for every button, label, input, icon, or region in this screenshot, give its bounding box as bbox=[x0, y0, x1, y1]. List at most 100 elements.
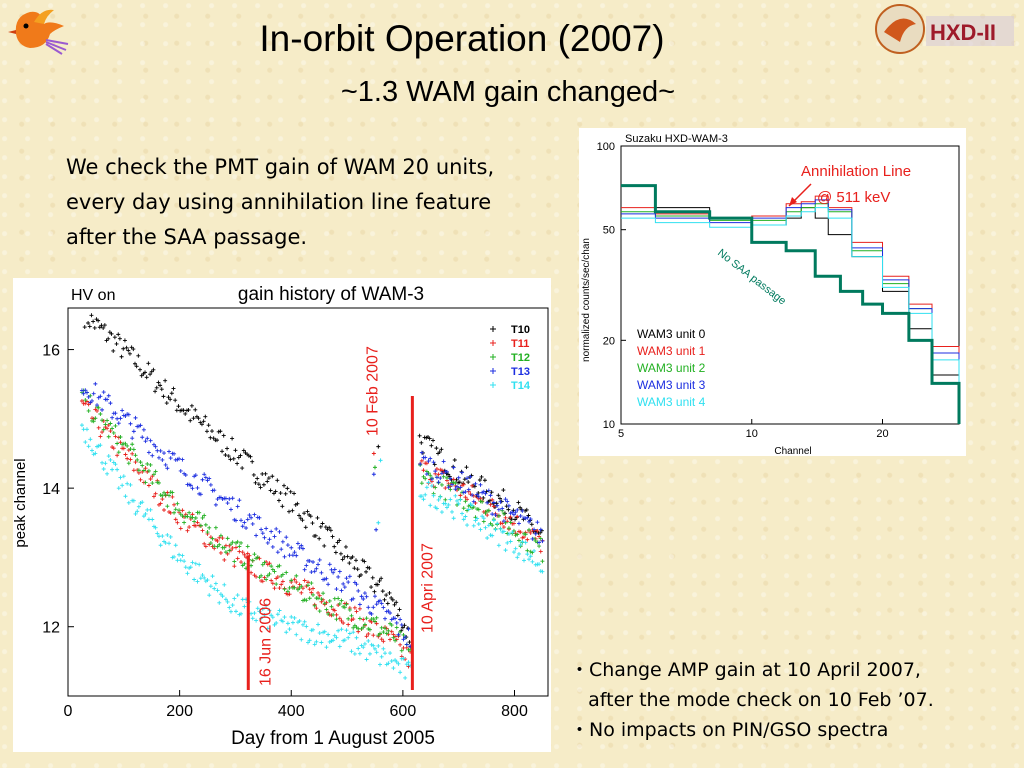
data-point bbox=[259, 573, 264, 578]
data-point bbox=[398, 629, 403, 634]
data-point bbox=[349, 613, 354, 618]
data-point bbox=[280, 619, 285, 624]
data-point bbox=[347, 607, 352, 612]
data-point bbox=[437, 450, 442, 455]
data-point bbox=[239, 611, 244, 616]
data-point bbox=[367, 651, 372, 656]
data-point bbox=[122, 338, 127, 343]
data-point bbox=[203, 544, 208, 549]
data-point bbox=[516, 500, 521, 505]
data-point bbox=[446, 502, 451, 507]
data-point bbox=[143, 439, 148, 444]
data-point bbox=[352, 605, 357, 610]
data-point bbox=[257, 609, 262, 614]
data-point bbox=[118, 434, 123, 439]
data-point bbox=[192, 519, 197, 524]
data-point bbox=[311, 627, 316, 632]
data-point bbox=[255, 476, 260, 481]
data-point bbox=[314, 606, 319, 611]
data-point bbox=[183, 565, 188, 570]
data-point bbox=[93, 451, 98, 456]
data-point bbox=[202, 513, 207, 518]
data-point bbox=[371, 617, 376, 621]
data-point bbox=[187, 510, 192, 515]
data-point bbox=[535, 520, 540, 525]
x-tick-label: 10 bbox=[746, 428, 758, 440]
data-point bbox=[486, 488, 491, 493]
data-point bbox=[115, 416, 120, 421]
data-point bbox=[378, 662, 382, 667]
data-point bbox=[195, 485, 200, 490]
data-point bbox=[498, 496, 502, 501]
data-point bbox=[307, 638, 312, 643]
data-point bbox=[500, 521, 505, 526]
data-point bbox=[538, 527, 543, 532]
data-point bbox=[518, 530, 523, 535]
data-point bbox=[190, 515, 195, 520]
data-point bbox=[103, 461, 108, 466]
data-point bbox=[138, 460, 143, 465]
data-point bbox=[256, 482, 261, 487]
data-point bbox=[346, 616, 351, 621]
data-point bbox=[361, 596, 366, 601]
data-point bbox=[105, 426, 110, 431]
data-point bbox=[396, 661, 401, 666]
data-point bbox=[439, 471, 444, 476]
data-point bbox=[208, 435, 213, 440]
x-tick-label: 5 bbox=[618, 428, 624, 440]
data-point bbox=[230, 496, 235, 501]
data-point bbox=[241, 448, 246, 453]
data-point bbox=[93, 416, 98, 421]
data-point bbox=[523, 540, 528, 545]
data-point bbox=[342, 605, 347, 610]
data-point bbox=[230, 436, 235, 441]
data-point bbox=[312, 642, 317, 647]
data-point bbox=[177, 508, 182, 513]
data-point bbox=[110, 467, 115, 472]
data-point bbox=[135, 457, 140, 462]
data-point bbox=[538, 549, 543, 554]
data-point bbox=[193, 523, 198, 528]
data-point bbox=[463, 499, 468, 504]
data-point bbox=[284, 570, 289, 575]
data-point bbox=[398, 617, 403, 622]
data-point bbox=[354, 635, 359, 640]
data-point bbox=[138, 367, 142, 372]
data-point bbox=[285, 589, 290, 594]
data-point bbox=[503, 548, 508, 553]
data-point bbox=[263, 471, 268, 476]
data-point bbox=[441, 474, 446, 479]
data-point bbox=[477, 477, 482, 482]
data-point bbox=[302, 511, 307, 516]
data-point bbox=[267, 571, 272, 576]
data-point bbox=[235, 504, 240, 509]
data-point bbox=[282, 554, 287, 559]
annotation-line: Annihilation Line bbox=[801, 163, 911, 180]
data-point bbox=[327, 562, 332, 567]
data-point bbox=[480, 499, 485, 504]
data-point bbox=[295, 541, 300, 546]
data-point bbox=[513, 510, 518, 515]
data-point bbox=[344, 628, 349, 633]
data-point bbox=[299, 584, 304, 589]
data-point bbox=[267, 608, 272, 613]
data-point bbox=[349, 649, 354, 654]
data-point bbox=[394, 600, 399, 605]
data-point bbox=[447, 474, 452, 479]
data-point bbox=[210, 574, 215, 579]
data-point bbox=[336, 628, 341, 633]
data-point bbox=[333, 550, 338, 555]
data-point bbox=[169, 391, 174, 396]
data-point bbox=[481, 516, 486, 521]
data-point bbox=[532, 527, 537, 532]
data-point bbox=[153, 389, 158, 394]
data-point bbox=[400, 625, 405, 630]
data-point bbox=[431, 493, 436, 498]
data-point bbox=[163, 540, 168, 545]
data-point bbox=[166, 395, 171, 400]
data-point bbox=[331, 612, 336, 617]
data-point bbox=[151, 494, 156, 499]
data-point bbox=[156, 380, 161, 385]
data-point bbox=[399, 648, 404, 653]
data-point bbox=[260, 531, 265, 536]
